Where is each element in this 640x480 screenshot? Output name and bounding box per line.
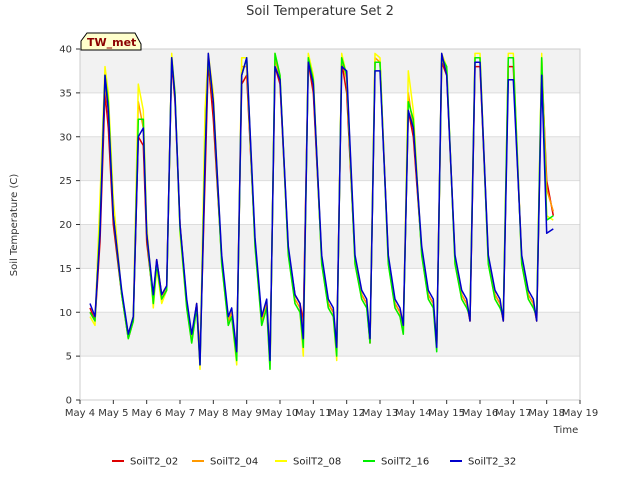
x-tick-label: May 8: [198, 408, 228, 419]
y-tick-label: 15: [59, 264, 72, 275]
legend-item: SoilT2_16: [363, 457, 429, 468]
legend-label: SoilT2_08: [293, 457, 341, 468]
legend-label: SoilT2_04: [210, 457, 258, 468]
x-tick-label: May 5: [98, 408, 128, 419]
badge-label: TW_met: [87, 36, 136, 49]
legend-label: SoilT2_32: [468, 457, 516, 468]
legend-item: SoilT2_02: [112, 457, 178, 468]
x-tick-label: May 6: [132, 408, 162, 419]
x-tick-label: May 15: [428, 408, 465, 419]
tw-met-badge: TW_met: [80, 32, 142, 51]
plot-band: [80, 49, 580, 93]
x-tick-label: May 16: [462, 408, 499, 419]
y-tick-label: 40: [59, 45, 72, 56]
x-tick-label: May 9: [232, 408, 262, 419]
legend-item: SoilT2_04: [192, 457, 258, 468]
x-axis-label: Time: [553, 425, 578, 436]
x-tick-label: May 11: [295, 408, 332, 419]
x-tick-label: May 10: [262, 408, 299, 419]
y-tick-label: 35: [59, 88, 72, 99]
x-tick-label: May 18: [528, 408, 565, 419]
plot-band: [80, 224, 580, 269]
x-tick-label: May 7: [165, 408, 195, 419]
plot-band: [80, 136, 580, 181]
y-tick-label: 20: [59, 220, 72, 231]
y-tick-label: 10: [59, 308, 72, 319]
legend-label: SoilT2_16: [381, 457, 429, 468]
y-tick-label: 5: [66, 352, 72, 363]
legend-item: SoilT2_32: [450, 457, 516, 468]
series-lines: [89, 52, 555, 371]
x-tick-label: May 14: [395, 408, 432, 419]
x-tick-label: May 4: [65, 408, 95, 419]
y-tick-label: 30: [59, 132, 72, 143]
y-axis-label: Soil Temperature (C): [9, 174, 20, 277]
legend-item: SoilT2_08: [275, 457, 341, 468]
chart-title: Soil Temperature Set 2: [246, 4, 394, 19]
y-tick-label: 25: [59, 176, 72, 187]
x-tick-label: May 13: [362, 408, 399, 419]
plot-band: [80, 312, 580, 357]
legend-label: SoilT2_02: [130, 457, 178, 468]
series-line-soilt2-32: [89, 52, 554, 366]
x-tick-label: May 12: [328, 408, 365, 419]
x-tick-label: May 17: [495, 408, 532, 419]
x-tick-label: May 19: [562, 408, 599, 419]
legend: SoilT2_02 SoilT2_04 SoilT2_08 SoilT2_16 Soil…: [112, 457, 516, 468]
y-tick-label: 0: [66, 396, 72, 407]
